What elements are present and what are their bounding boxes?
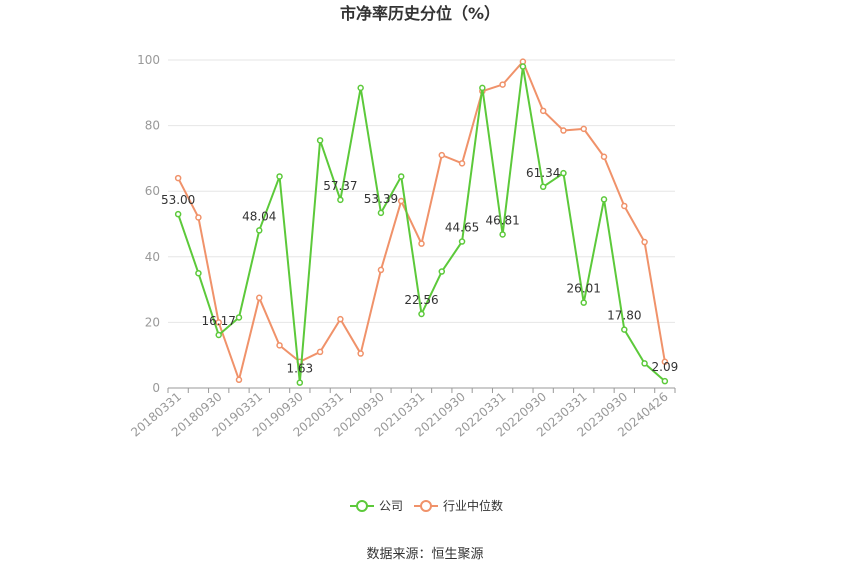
data-point [195, 269, 202, 277]
data-point [580, 299, 587, 306]
data-point [357, 350, 364, 357]
data-point [256, 227, 263, 234]
y-tick-label: 100 [137, 53, 160, 67]
data-label: 48.04 [242, 209, 276, 223]
data-point [337, 315, 344, 323]
legend-item-1[interactable]: 行业中位数 [414, 498, 503, 513]
data-point [600, 196, 608, 203]
data-point [499, 231, 506, 238]
data-point [215, 331, 222, 339]
data-point [539, 107, 547, 115]
data-point [661, 377, 669, 385]
data-point [316, 137, 324, 144]
data-point [519, 63, 527, 70]
data-point [235, 314, 243, 321]
y-tick-label: 20 [145, 315, 160, 329]
source-note: 数据来源：恒生聚源 [366, 547, 483, 562]
data-point [195, 214, 202, 221]
data-point [539, 183, 547, 191]
data-labels: 53.00 16.17 48.04 1.63 57.37 53.39 22.56 44.65 4… [161, 166, 678, 376]
data-point [377, 266, 385, 274]
legend-item-0[interactable]: 公司 [350, 499, 403, 513]
data-point [397, 173, 405, 180]
data-point [418, 310, 425, 318]
data-point [580, 125, 587, 133]
y-tick-label: 80 [145, 119, 160, 133]
data-point [235, 376, 243, 384]
data-label: 22.56 [404, 293, 438, 307]
data-label: 26.01 [567, 282, 601, 296]
data-point [621, 326, 628, 333]
data-point [621, 202, 628, 210]
data-point [357, 84, 364, 92]
legend-label: 行业中位数 [443, 498, 503, 513]
data-point [215, 319, 222, 326]
data-label: 46.81 [485, 213, 519, 227]
data-point [499, 81, 506, 88]
chart-title: 市净率历史分位（%） [340, 4, 500, 23]
data-point [641, 360, 648, 367]
data-point [458, 160, 466, 167]
data-label: 53.39 [364, 192, 398, 206]
data-point [438, 151, 446, 159]
legend-label: 公司 [379, 499, 403, 513]
data-point [276, 342, 283, 349]
legend-marker [420, 500, 432, 512]
y-tick-label: 40 [145, 250, 160, 264]
data-point [256, 294, 263, 302]
data-label: 17.80 [607, 309, 641, 323]
data-point [458, 238, 466, 245]
data-point [600, 153, 608, 161]
data-label: 1.63 [286, 362, 313, 376]
legend[interactable]: 公司 行业中位数 [350, 498, 503, 513]
data-label: 57.37 [323, 179, 357, 193]
data-point [479, 84, 486, 92]
data-point [560, 127, 567, 134]
data-point [337, 196, 344, 204]
data-point [560, 169, 567, 177]
data-point [174, 174, 182, 182]
data-label: 2.09 [652, 360, 679, 374]
data-point [641, 238, 648, 246]
axes: 0204060801002018033120180930201903312019… [128, 53, 676, 440]
data-point [276, 173, 283, 180]
y-tick-label: 60 [145, 184, 160, 198]
data-label: 16.17 [202, 314, 236, 328]
data-label: 44.65 [445, 221, 479, 235]
y-tick-label: 0 [152, 381, 160, 395]
data-point [377, 209, 385, 217]
series-line-0 [177, 65, 666, 384]
data-label: 53.00 [161, 193, 195, 207]
data-point [296, 379, 304, 386]
series-layer [174, 58, 669, 386]
legend-marker [356, 500, 368, 512]
data-point [418, 240, 425, 247]
data-label: 61.34 [526, 166, 560, 180]
data-point [438, 268, 446, 275]
data-point [397, 197, 405, 205]
data-point [661, 358, 669, 366]
data-point [174, 210, 182, 218]
data-point [316, 348, 324, 356]
